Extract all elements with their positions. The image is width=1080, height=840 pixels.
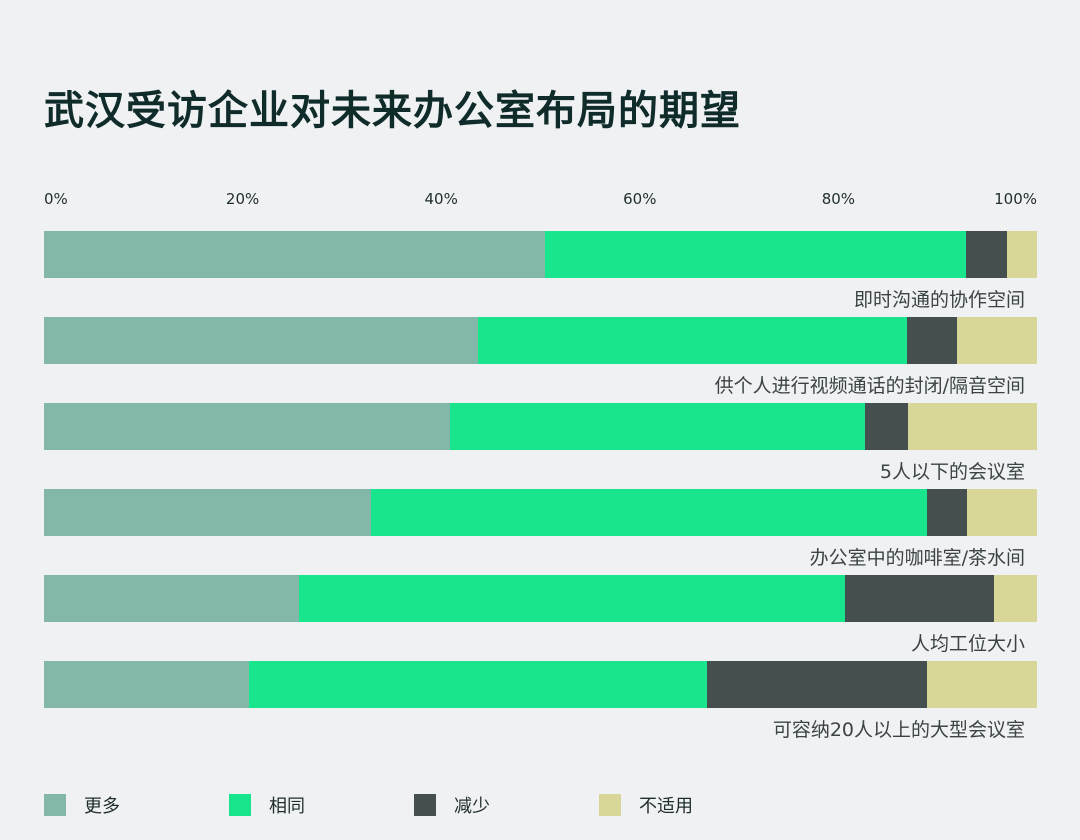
legend-swatch (229, 794, 251, 816)
x-tick-label: 80% (821, 190, 856, 208)
bar-row: 5人以下的会议室 (44, 403, 1037, 489)
legend-item: 不适用 (599, 793, 693, 817)
bar-segment (370, 489, 927, 536)
chart-title: 武汉受访企业对未来办公室布局的期望 (44, 88, 741, 134)
stacked-bar (44, 661, 1037, 708)
category-label: 人均工位大小 (910, 633, 1025, 655)
bar-segment (44, 403, 451, 450)
bar-row: 可容纳20人以上的大型会议室 (44, 661, 1037, 747)
bar-segment (299, 575, 846, 622)
category-label: 即时沟通的协作空间 (853, 289, 1025, 311)
legend-label: 减少 (454, 796, 490, 817)
legend-swatch (414, 794, 436, 816)
bar-segment (44, 489, 371, 536)
bar-segment (44, 575, 300, 622)
x-tick-label: 20% (225, 190, 260, 208)
bar-segment (907, 403, 1037, 450)
x-tick-label: 0% (44, 190, 68, 208)
bar-row: 供个人进行视频通话的封闭/隔音空间 (44, 317, 1037, 403)
bar-segment (707, 661, 927, 708)
stacked-bar (44, 489, 1037, 536)
category-label: 办公室中的咖啡室/茶水间 (809, 547, 1025, 569)
bar-segment (906, 317, 957, 364)
stacked-bar (44, 317, 1037, 364)
x-tick-label: 60% (623, 190, 657, 208)
legend-label: 不适用 (639, 796, 693, 817)
bar-rows: 即时沟通的协作空间供个人进行视频通话的封闭/隔音空间 5人以下的会议室办公室中的咖… (44, 231, 1037, 747)
stacked-bar (44, 403, 1037, 450)
bar-segment (967, 489, 1037, 536)
x-tick-label: 100% (994, 190, 1037, 208)
category-label: 供个人进行视频通话的封闭/隔音空间 (714, 375, 1025, 397)
stacked-bar (44, 231, 1037, 278)
category-label: 5人以下的会议室 (879, 461, 1025, 483)
legend-swatch (44, 794, 66, 816)
x-tick-label: 40% (424, 190, 458, 208)
bar-segment (926, 661, 1037, 708)
legend-label: 相同 (269, 796, 305, 817)
x-axis-ticks: 0% 20% 40% 60% 80% 100% (0, 190, 1080, 214)
legend: 更多 相同 减少 不适用 (44, 793, 1044, 817)
bar-row: 即时沟通的协作空间 (44, 231, 1037, 317)
bar-segment (44, 231, 546, 278)
legend-label: 更多 (84, 796, 120, 817)
legend-item: 减少 (414, 793, 490, 817)
bar-segment (477, 317, 907, 364)
legend-item: 更多 (44, 793, 120, 817)
bar-row: 人均工位大小 (44, 575, 1037, 661)
bar-segment (956, 317, 1037, 364)
bar-segment (994, 575, 1037, 622)
bar-segment (545, 231, 967, 278)
bar-segment (44, 661, 249, 708)
bar-segment (248, 661, 708, 708)
bar-row: 办公室中的咖啡室/茶水间 (44, 489, 1037, 575)
bar-segment (44, 317, 478, 364)
bar-segment (865, 403, 908, 450)
bar-segment (845, 575, 995, 622)
stacked-bar (44, 575, 1037, 622)
bar-segment (450, 403, 866, 450)
bar-segment (1007, 231, 1037, 278)
legend-item: 相同 (229, 793, 305, 817)
legend-swatch (599, 794, 621, 816)
bar-segment (966, 231, 1008, 278)
bar-segment (926, 489, 968, 536)
category-label: 可容纳20人以上的大型会议室 (772, 719, 1025, 741)
